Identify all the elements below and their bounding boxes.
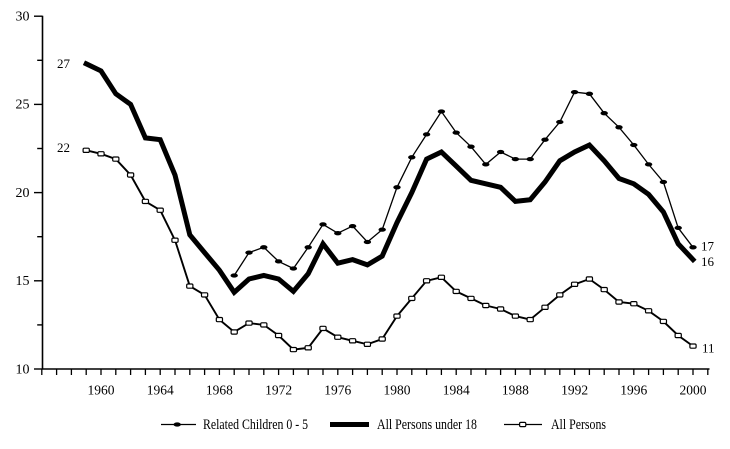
svg-text:All Persons under 18: All Persons under 18 xyxy=(377,417,477,433)
svg-text:20: 20 xyxy=(16,186,30,201)
svg-text:15: 15 xyxy=(16,274,30,289)
svg-text:1960: 1960 xyxy=(88,383,115,398)
svg-text:1984: 1984 xyxy=(443,383,470,398)
svg-text:All Persons: All Persons xyxy=(551,417,606,433)
svg-text:2000: 2000 xyxy=(680,383,707,398)
svg-text:11: 11 xyxy=(702,340,715,355)
svg-text:1968: 1968 xyxy=(206,383,233,398)
svg-text:1988: 1988 xyxy=(502,383,529,398)
svg-text:1980: 1980 xyxy=(384,383,411,398)
svg-text:1996: 1996 xyxy=(620,383,647,398)
svg-text:30: 30 xyxy=(16,10,30,25)
svg-text:16: 16 xyxy=(701,254,715,269)
svg-text:1972: 1972 xyxy=(265,383,292,398)
svg-text:10: 10 xyxy=(16,362,30,377)
svg-text:Related Children 0 - 5: Related Children 0 - 5 xyxy=(203,417,308,433)
svg-text:1976: 1976 xyxy=(324,383,351,398)
svg-text:17: 17 xyxy=(701,239,715,254)
svg-text:25: 25 xyxy=(16,98,30,113)
svg-text:1992: 1992 xyxy=(561,383,588,398)
svg-text:1964: 1964 xyxy=(147,383,174,398)
svg-text:27: 27 xyxy=(57,56,71,71)
svg-text:22: 22 xyxy=(57,140,70,155)
